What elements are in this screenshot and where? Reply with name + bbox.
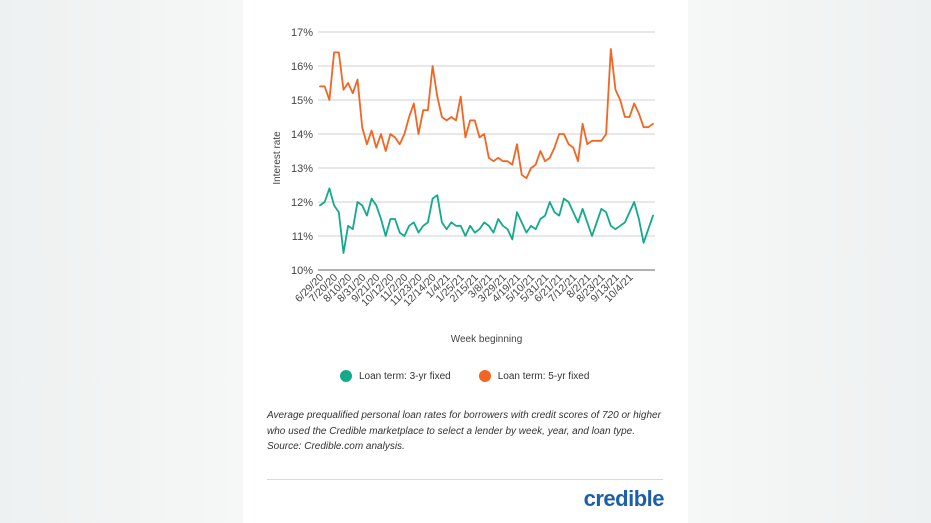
y-tick-label: 11% — [292, 231, 313, 243]
chart-card: 10% 11% 12% 13% 14% 15% 16% 17% Interest rate 6/2… — [243, 0, 688, 523]
y-tick-label: 12% — [291, 197, 313, 209]
series-line-3yr — [319, 187, 654, 254]
y-axis-label: Interest rate — [272, 131, 283, 185]
y-tick-label: 15% — [291, 95, 313, 107]
legend-item-5yr: Loan term: 5-yr fixed — [478, 370, 590, 382]
legend-dot-5yr — [478, 370, 491, 382]
y-tick-label: 13% — [291, 163, 313, 175]
credible-logo[interactable]: credible — [583, 486, 665, 511]
legend-dot-3yr — [340, 370, 352, 382]
x-axis-label: Week beginning — [451, 334, 523, 345]
y-tick-label: 14% — [291, 129, 313, 141]
y-tick-label: 16% — [291, 61, 313, 73]
y-tick-label: 10% — [291, 265, 313, 277]
chart-caption: Average prequalified personal loan rates… — [267, 410, 661, 452]
y-tick-label: 17% — [291, 27, 313, 39]
legend-item-3yr: Loan term: 3-yr fixed — [340, 370, 451, 382]
legend-label-3yr: Loan term: 3-yr fixed — [359, 370, 451, 382]
legend-label-5yr: Loan term: 5-yr fixed — [497, 370, 590, 382]
background-right — [688, 0, 931, 523]
chart-legend: Loan term: 3-yr fixed Loan term: 5-yr fi… — [340, 368, 589, 384]
background-left — [0, 0, 243, 523]
series-line-5yr — [319, 48, 654, 180]
divider — [267, 479, 663, 480]
line-chart: 10%11%12%13%14%15%16%17%Interest rate6/2… — [272, 27, 655, 345]
